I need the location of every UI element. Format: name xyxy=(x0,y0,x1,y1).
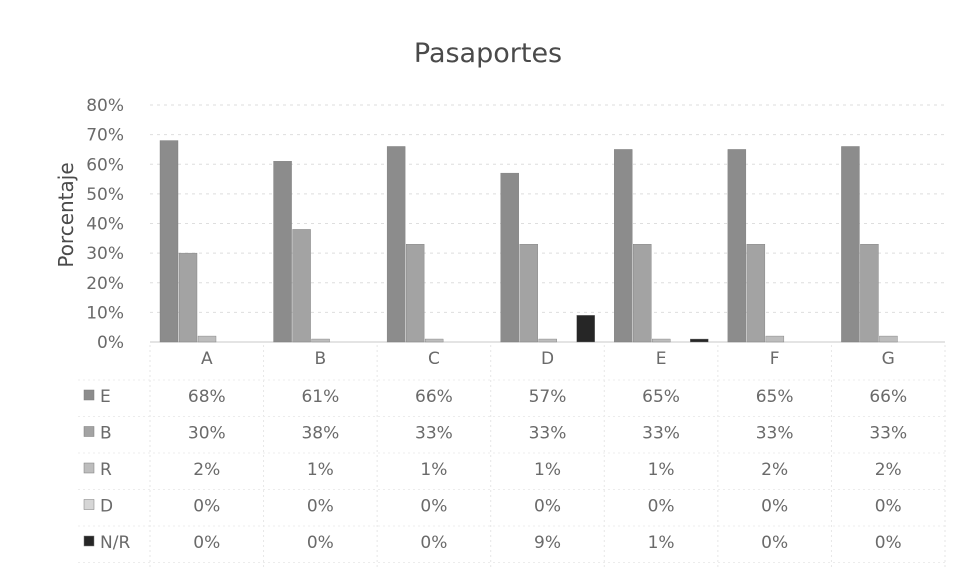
y-tick-label: 50% xyxy=(86,185,124,205)
table-cell-value: 30% xyxy=(188,424,226,444)
table-cell-value: 0% xyxy=(761,533,788,553)
x-axis-ticks: A B C D E F G xyxy=(201,349,895,369)
table-cell-value: 61% xyxy=(301,387,339,407)
legend-label: B xyxy=(100,424,112,444)
bars xyxy=(159,140,898,343)
table-cell-value: 0% xyxy=(648,497,675,517)
table-cell-value: 66% xyxy=(869,387,907,407)
bar xyxy=(633,244,652,343)
legend-label: R xyxy=(100,460,112,480)
table-cell-value: 57% xyxy=(529,387,567,407)
table-cell-value: 65% xyxy=(756,387,794,407)
x-tick-label: A xyxy=(201,349,213,369)
table-cell-value: 0% xyxy=(420,497,447,517)
x-tick-label: B xyxy=(315,349,327,369)
table-cell-value: 0% xyxy=(193,533,220,553)
x-tick-label: C xyxy=(428,349,440,369)
bar xyxy=(178,252,198,343)
bar xyxy=(311,338,330,343)
legend-swatch xyxy=(83,462,95,474)
x-tick-label: D xyxy=(541,349,554,369)
bar xyxy=(159,140,179,343)
chart-title: Pasaportes xyxy=(414,38,562,69)
table-cell-value: 0% xyxy=(420,533,447,553)
table-cell-value: 0% xyxy=(761,497,788,517)
y-axis-label: Porcentaje xyxy=(54,162,78,267)
bar xyxy=(273,161,292,343)
bar xyxy=(519,244,538,343)
y-tick-label: 80% xyxy=(86,96,124,116)
y-tick-label: 40% xyxy=(86,215,124,235)
legend-label: E xyxy=(100,387,111,407)
table-cell-value: 33% xyxy=(642,424,680,444)
table-cell-value: 2% xyxy=(761,460,788,480)
bar xyxy=(386,146,406,343)
x-tick-label: E xyxy=(656,349,667,369)
x-tick-label: G xyxy=(882,349,895,369)
table-cell-value: 33% xyxy=(415,424,453,444)
bar xyxy=(576,315,595,343)
table-cell-value: 1% xyxy=(648,460,675,480)
table-cell-value: 38% xyxy=(301,424,339,444)
table-cell-value: 33% xyxy=(869,424,907,444)
y-tick-label: 10% xyxy=(86,303,124,323)
table-cell-value: 68% xyxy=(188,387,226,407)
table-cell-value: 0% xyxy=(875,533,902,553)
legend-swatch xyxy=(83,535,95,547)
table-cell-value: 2% xyxy=(875,460,902,480)
gridlines xyxy=(150,104,945,343)
table-cell-value: 1% xyxy=(420,460,447,480)
bar xyxy=(652,338,671,343)
table-cell-value: 33% xyxy=(756,424,794,444)
y-tick-label: 0% xyxy=(97,333,124,353)
table-cell-value: 1% xyxy=(648,533,675,553)
bar xyxy=(405,244,425,343)
table-cell-value: 33% xyxy=(529,424,567,444)
table-cell-value: 1% xyxy=(534,460,561,480)
legend-swatch xyxy=(83,499,95,510)
y-tick-label: 20% xyxy=(86,274,124,294)
bar xyxy=(746,244,766,343)
bar xyxy=(500,172,519,343)
table-cell-value: 66% xyxy=(415,387,453,407)
bar xyxy=(690,338,709,343)
table-cell-value: 9% xyxy=(534,533,561,553)
x-tick-label: F xyxy=(770,349,780,369)
table-cell-value: 0% xyxy=(307,497,334,517)
bar xyxy=(292,229,311,343)
table-cell-value: 2% xyxy=(193,460,220,480)
y-tick-label: 60% xyxy=(86,155,124,175)
legend-label: D xyxy=(100,497,113,517)
table-cell-value: 0% xyxy=(193,497,220,517)
legend-label: N/R xyxy=(100,533,130,553)
y-axis-ticks: 0% 10% 20% 30% 40% 50% 60% 70% 80% xyxy=(86,96,124,353)
bar xyxy=(841,146,860,343)
legend-swatch xyxy=(83,426,95,437)
table-cell-value: 0% xyxy=(307,533,334,553)
bar xyxy=(538,338,557,343)
table-cell-value: 1% xyxy=(307,460,334,480)
bar xyxy=(765,335,785,343)
table-cell-value: 65% xyxy=(642,387,680,407)
table-cell-value: 0% xyxy=(875,497,902,517)
table-cell-value: 0% xyxy=(534,497,561,517)
y-tick-label: 30% xyxy=(86,244,124,264)
y-tick-label: 70% xyxy=(86,126,124,146)
data-table: E 68% 61% 66% 57% 65% 65% 66% B 30% 38% 33% 33% 33% 33… xyxy=(78,345,946,568)
bar xyxy=(614,149,633,343)
bar xyxy=(879,335,898,343)
bar xyxy=(860,244,879,343)
bar xyxy=(424,338,444,343)
bar xyxy=(197,335,217,343)
legend-swatch xyxy=(83,389,95,401)
bar xyxy=(727,149,747,343)
